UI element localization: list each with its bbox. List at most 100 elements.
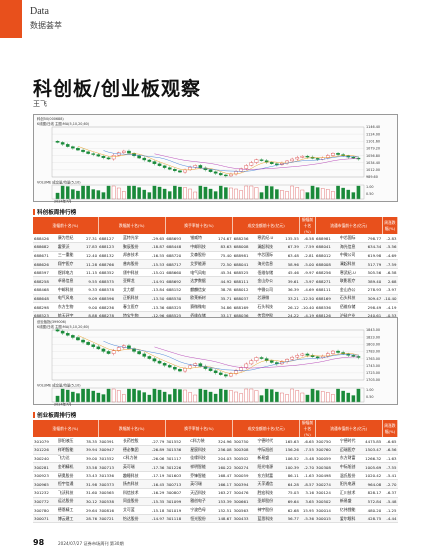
table-cell: 海光信息	[338, 242, 364, 252]
column-header: 周涨跌幅(%)	[382, 217, 399, 234]
table-cell: 301336	[98, 471, 122, 481]
table-cell: -4.44	[382, 514, 398, 524]
table-cell: 688660	[165, 268, 190, 278]
volume-bar	[213, 393, 218, 403]
table-cell: 扬杰科技	[121, 479, 147, 490]
candle-body	[305, 155, 310, 158]
table-cell: 688448	[165, 242, 190, 252]
table-cell: 300713	[165, 479, 190, 490]
volume-bar	[111, 388, 116, 403]
table-cell: 电气风电	[189, 268, 215, 278]
table-cell: 寒武纪-U	[256, 234, 282, 244]
table-cell: 688012	[315, 251, 339, 261]
table-cell: 300965	[33, 479, 57, 490]
table-cell: 艾森股份	[189, 251, 215, 261]
candle-body	[213, 370, 218, 374]
table-row: 300240 飞力达 39.00 301552 C科力装 -26.06 301117 佳缘科技…	[33, 454, 398, 464]
table-cell: 309.47	[363, 294, 383, 304]
table-cell: 688530	[165, 294, 190, 304]
table-cell: 阳光电源	[338, 479, 364, 490]
candle-body	[81, 149, 85, 152]
price-tick-label: 1056.80	[366, 154, 380, 158]
volume-bar	[183, 389, 187, 403]
candle-body	[111, 350, 116, 354]
volume-bar	[315, 187, 320, 200]
table-cell: 688127	[98, 234, 122, 244]
table-cell: 300661	[232, 497, 257, 507]
table-cell: 688671	[33, 251, 57, 261]
table-cell: 69.64	[281, 497, 300, 507]
candle-body	[101, 348, 106, 352]
price-tick-label: 1146.40	[366, 125, 380, 129]
table-cell: 688271	[315, 276, 339, 287]
table-cell: 688037	[232, 294, 257, 304]
table-cell: -29.65	[146, 234, 166, 244]
moving-average-line	[77, 146, 359, 175]
table-cell: 27.31	[81, 234, 99, 244]
star-market-kline-svg: 科创50(000688)K线图/日线 主图:MA(5,10,20,60) 1146…	[37, 116, 380, 203]
volume-bar	[147, 192, 152, 200]
table-cell: 688468	[33, 285, 57, 295]
table-cell: 688692	[165, 276, 190, 287]
table-cell: 688041	[315, 242, 339, 252]
table-cell: 389.40	[363, 276, 383, 287]
price-tick-label: 1823.00	[366, 335, 380, 339]
candle-body	[264, 358, 269, 361]
volume-bar	[122, 394, 126, 403]
table-cell: 300502	[232, 454, 257, 464]
table-cell: 301552	[98, 454, 122, 464]
section-marker	[33, 209, 35, 215]
moving-average-line	[103, 340, 359, 371]
volume-bar	[300, 189, 305, 200]
table-cell: 100.39	[281, 462, 300, 472]
column-header: 成交金额前十名(亿元)	[232, 217, 301, 234]
table-cell: 35.71	[214, 294, 233, 304]
table-row: 688682 霍莱沃 17.83 688123 聚辰股份 -18.87 688448 中邮科技…	[33, 242, 398, 252]
volume-bar	[101, 394, 106, 403]
volume-bar	[203, 389, 208, 403]
candle-body	[178, 170, 182, 173]
table-cell: 澜起科技	[338, 259, 364, 269]
candle-body	[167, 365, 172, 368]
table-cell: -6.37	[382, 488, 398, 498]
table-cell: 3.16	[299, 488, 316, 498]
volume-bar	[81, 388, 85, 403]
table-cell: 乔锋智能	[189, 471, 215, 481]
candle-body	[295, 157, 300, 160]
table-cell: 300750	[315, 437, 339, 447]
table-cell: 东方财富	[338, 454, 364, 464]
table-row: 300772 运达股份 30.12 300538 同益股份 -15.35 301099 雅创电…	[33, 497, 398, 507]
table-cell: 中际旭创	[256, 445, 282, 455]
table-cell: 166.17	[214, 479, 233, 490]
table-cell: 688648	[33, 294, 57, 304]
volume-bar	[76, 393, 80, 403]
table-cell: 芯源微	[256, 294, 282, 304]
volume-bar	[264, 185, 269, 200]
table-cell: 1020.42	[363, 471, 383, 481]
table-cell: 雅创电子	[189, 497, 215, 507]
volume-bar	[218, 388, 223, 403]
price-tick-label: 1763.00	[366, 357, 380, 361]
header-accent-bar	[0, 0, 22, 38]
table-cell: 75.03	[281, 488, 300, 498]
table-cell: 300750	[232, 437, 257, 447]
table-cell: 中际旭创	[338, 462, 364, 472]
volume-bar	[346, 189, 351, 200]
price-tick-label: 1803.00	[366, 342, 380, 346]
volume-bar	[315, 390, 320, 403]
candle-body	[269, 360, 274, 363]
table-cell: -6.65	[382, 437, 398, 447]
volume-bar	[203, 186, 208, 200]
price-tick-label: 989.60	[366, 175, 378, 179]
table-cell: 宁德时代	[256, 437, 282, 447]
candle-body	[60, 330, 65, 334]
volume-bar	[331, 191, 335, 200]
table-cell: 688682	[33, 242, 57, 252]
candle-body	[106, 351, 111, 354]
volume-bar	[239, 393, 243, 403]
volume-bar	[208, 188, 213, 200]
volume-bar	[111, 185, 116, 200]
candle-body	[178, 369, 182, 372]
column-header: 跌幅前十名(%)	[98, 420, 166, 437]
price-tick-label: 1703.00	[366, 378, 380, 382]
